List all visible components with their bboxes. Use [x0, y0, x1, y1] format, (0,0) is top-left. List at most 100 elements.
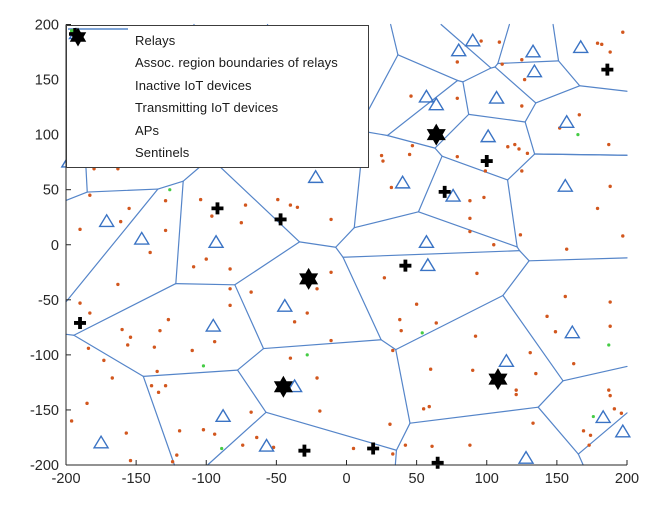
voronoi-boundary-segment	[262, 339, 382, 350]
inactive-iot-dot	[468, 229, 472, 234]
legend-item-relays: Relays	[67, 27, 368, 51]
inactive-iot-dot	[110, 376, 114, 380]
inactive-iot-dot	[619, 411, 624, 415]
y-tick-label: 100	[35, 128, 59, 144]
legend-item-sentinels: Sentinels	[67, 28, 368, 164]
inactive-iot-dot	[78, 227, 82, 232]
x-tick-label: 150	[545, 471, 569, 487]
voronoi-boundary-segment	[265, 411, 398, 451]
x-tick-label: -100	[192, 471, 221, 487]
relay-marker	[133, 231, 150, 245]
voronoi-boundary-segment	[342, 250, 521, 258]
sentinel-marker	[431, 456, 444, 469]
inactive-iot-dot	[198, 197, 203, 202]
inactive-iot-dot	[607, 142, 611, 147]
inactive-iot-dot	[249, 290, 253, 294]
voronoi-boundary-segment	[142, 375, 176, 466]
relay-marker	[479, 128, 497, 143]
relay-marker	[419, 257, 437, 272]
inactive-iot-dot	[595, 206, 600, 211]
relay-marker	[498, 353, 515, 367]
inactive-iot-dot	[288, 356, 293, 360]
relay-marker	[205, 318, 222, 332]
voronoi-boundary-segment	[494, 66, 537, 104]
sentinels-layer	[74, 63, 614, 469]
inactive-iot-dot	[318, 409, 322, 413]
x-tick-label: 200	[615, 471, 639, 487]
voronoi-boundary-segment	[175, 282, 236, 286]
inactive-iot-dot	[177, 429, 182, 433]
inactive-iot-dot	[517, 147, 521, 151]
y-tick-label: 200	[35, 18, 59, 34]
voronoi-boundary-segment	[537, 380, 564, 408]
inactive-iot-dot	[595, 41, 600, 45]
inactive-iot-dot	[158, 328, 162, 333]
inactive-iot-dot	[430, 444, 434, 448]
inactive-iot-dot	[468, 199, 472, 203]
inactive-iot-dot	[249, 410, 253, 414]
inactive-iot-dot	[388, 422, 392, 426]
legend-label-relays: Relays	[135, 32, 176, 48]
voronoi-boundary-segment	[562, 365, 628, 382]
inactive-iot-dot	[475, 271, 479, 276]
sentinel-marker	[480, 155, 493, 168]
relay-marker	[207, 234, 225, 249]
inactive-iot-dot	[572, 361, 576, 366]
legend-label-transmitting-iot: Transmitting IoT devices	[135, 100, 279, 116]
voronoi-boundary-segment	[65, 333, 75, 336]
inactive-iot-dot	[514, 392, 518, 397]
voronoi-boundary-segment	[353, 211, 420, 229]
inactive-iot-dot	[492, 243, 496, 247]
inactive-iot-dot	[351, 446, 356, 451]
y-tick-label: -200	[30, 458, 59, 474]
inactive-iot-dot	[329, 338, 333, 343]
inactive-iot-dot	[88, 193, 92, 197]
inactive-iot-dot	[482, 195, 486, 200]
transmitting-iot-layer	[168, 133, 611, 451]
inactive-iot-dot	[190, 348, 194, 353]
relay-marker	[564, 324, 581, 339]
inactive-iot-dot	[428, 367, 433, 371]
voronoi-boundary-segment	[535, 85, 581, 104]
inactive-iot-dot	[243, 203, 248, 207]
voronoi-boundary-segment	[577, 412, 628, 455]
inactive-iot-dot	[410, 143, 415, 148]
inactive-iot-dot	[522, 77, 527, 82]
inactive-iot-dot	[588, 433, 593, 437]
inactive-iot-dot	[612, 407, 617, 411]
relay-marker	[517, 450, 535, 464]
inactive-iot-dot	[175, 453, 179, 457]
inactive-iot-dot	[228, 303, 232, 308]
inactive-iot-dot	[201, 428, 206, 432]
aps-layer	[273, 123, 508, 398]
inactive-iot-dot	[500, 62, 504, 66]
inactive-iot-dot	[409, 94, 413, 98]
inactive-iot-dot	[587, 443, 591, 447]
voronoi-boundary-segment	[502, 294, 564, 382]
inactive-iot-dot	[608, 324, 612, 328]
voronoi-boundary-segment	[456, 79, 464, 83]
inactive-iot-dot	[525, 151, 530, 156]
sentinel-marker	[438, 185, 451, 198]
inactive-iot-dot	[210, 214, 214, 218]
inactive-iot-dot	[212, 339, 217, 344]
inactive-iot-dot	[403, 443, 408, 447]
relay-marker	[594, 409, 612, 424]
voronoi-boundary-segment	[397, 54, 459, 82]
x-tick-label: -50	[266, 471, 287, 487]
inactive-iot-dot	[389, 185, 394, 190]
voronoi-boundary-segment	[298, 241, 337, 248]
voronoi-boundary-segment	[380, 339, 397, 351]
relay-marker	[92, 434, 110, 449]
inactive-iot-layer	[69, 30, 625, 464]
voronoi-boundary-segment	[335, 246, 344, 258]
inactive-iot-dot	[468, 216, 472, 221]
voronoi-boundary-segment	[524, 102, 537, 123]
inactive-iot-dot	[391, 348, 395, 353]
x-tick-label: 100	[475, 471, 499, 487]
inactive-iot-dot	[212, 432, 217, 436]
legend-label-aps: APs	[135, 122, 160, 138]
sentinel-marker	[298, 444, 311, 457]
x-tick-label: -200	[51, 471, 80, 487]
inactive-iot-dot	[607, 388, 611, 392]
